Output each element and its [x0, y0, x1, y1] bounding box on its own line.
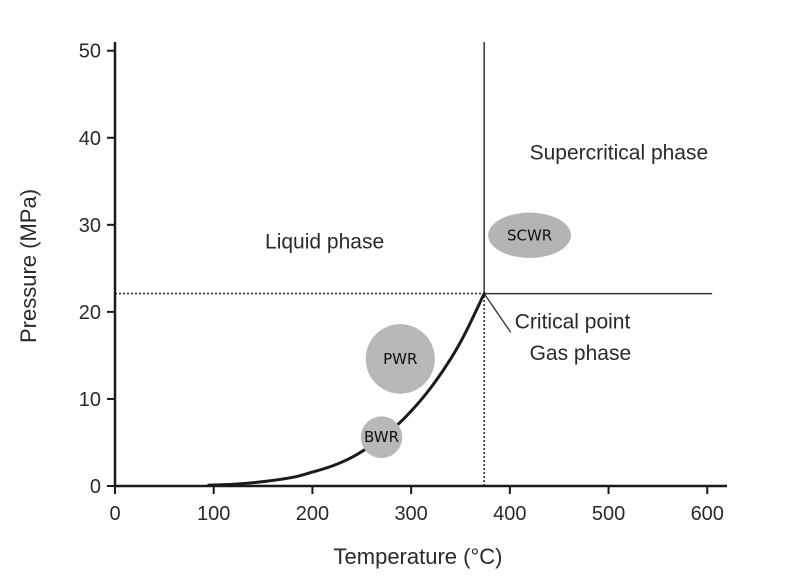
y-tick-label-40: 40	[79, 128, 101, 150]
region-label-gas-phase: Gas phase	[530, 342, 632, 365]
curve-point-11	[450, 358, 452, 360]
phase-boundaries	[115, 42, 713, 486]
region-labels: Supercritical phase Liquid phase Critical …	[265, 142, 708, 365]
x-tick-label-600: 600	[691, 503, 724, 525]
curve-point-12	[464, 332, 467, 334]
x-tick-label-100: 100	[197, 503, 230, 525]
x-axis-label: Temperature (°C)	[334, 544, 503, 569]
curve-point-5	[331, 465, 333, 467]
marker-label-bwr: BWR	[364, 428, 399, 446]
region-label-liquid-phase: Liquid phase	[265, 230, 384, 253]
curve-point-13	[483, 293, 485, 295]
curve-point-3	[292, 476, 294, 478]
marker-pwr	[365, 324, 435, 394]
y-tick-label-20: 20	[79, 302, 101, 324]
curve-point-1	[232, 483, 235, 485]
y-tick-label-10: 10	[79, 389, 101, 411]
marker-scwr	[488, 212, 572, 258]
x-tick-label-400: 400	[493, 503, 526, 525]
region-label-critical-point: Critical point	[515, 310, 631, 333]
x-tick-label-500: 500	[592, 503, 625, 525]
curve-point-6	[351, 456, 353, 458]
marker-label-pwr: PWR	[383, 350, 417, 368]
saturation-curve-0	[207, 292, 486, 487]
curve-point-9	[410, 410, 412, 412]
curve-point-4	[311, 471, 314, 473]
y-axis-label: Pressure (MPa)	[16, 189, 41, 343]
curve-point-10	[430, 387, 432, 389]
x-tick-label-300: 300	[394, 503, 427, 525]
marker-bwr	[360, 416, 403, 459]
x-tick-label-0: 0	[109, 503, 120, 525]
region-label-supercritical-phase: Supercritical phase	[530, 142, 709, 165]
x-tick-label-200: 200	[296, 503, 329, 525]
y-tick-label-30: 30	[79, 215, 101, 237]
saturation-curve-group	[207, 292, 486, 487]
y-tick-label-0: 0	[90, 476, 101, 498]
reactor-markers: SCWR PWR BWR	[360, 212, 572, 459]
critical-point-pointer	[483, 293, 512, 333]
curve-point-2	[262, 481, 264, 483]
marker-label-scwr: SCWR	[507, 226, 552, 244]
y-tick-label-50: 50	[79, 41, 101, 63]
